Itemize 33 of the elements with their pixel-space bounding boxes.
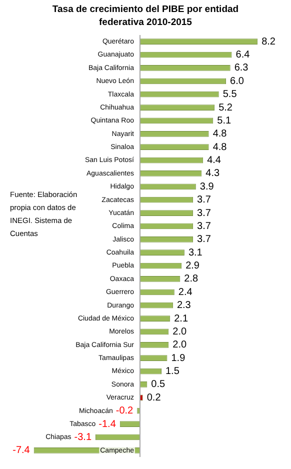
data-label: 0.5 — [151, 379, 166, 390]
data-label: 3.7 — [197, 208, 212, 219]
data-label: 3.7 — [197, 234, 212, 246]
data-label: 6.4 — [236, 50, 250, 61]
data-label: -0.2 — [116, 406, 134, 417]
data-label: 1.9 — [171, 352, 186, 364]
data-label: 3.7 — [197, 220, 212, 232]
data-label: 2.8 — [184, 274, 198, 285]
data-label: 2.4 — [178, 286, 193, 298]
data-label: 4.4 — [207, 155, 222, 166]
data-label: 5.1 — [217, 115, 232, 126]
data-label: -3.1 — [74, 432, 92, 443]
data-label: 8.2 — [262, 36, 276, 48]
data-label: 3.1 — [188, 247, 203, 258]
data-label: 1.5 — [165, 366, 180, 378]
data-label: 6.3 — [234, 62, 249, 74]
data-label: 5.2 — [218, 102, 233, 114]
data-label: 2.1 — [174, 313, 188, 324]
data-label: 2.3 — [176, 300, 192, 312]
data-label: 4.8 — [212, 128, 228, 140]
chart-title: Tasa de crecimiento del PIBE por entidad federativa 2010-2015 — [51, 3, 240, 30]
data-label: 4.8 — [212, 142, 228, 153]
data-label: 2.0 — [172, 326, 188, 338]
data-label: 3.9 — [200, 181, 214, 192]
data-label: -7.4 — [12, 445, 30, 456]
data-label: 6.0 — [230, 76, 244, 87]
data-label: 2.9 — [186, 260, 200, 272]
data-label: 2.0 — [172, 340, 188, 351]
data-label: 4.3 — [206, 168, 220, 180]
data-label: 5.5 — [222, 89, 238, 100]
data-label: 3.7 — [197, 194, 212, 206]
data-label: -1.4 — [98, 418, 116, 430]
data-label: 0.2 — [146, 392, 162, 404]
